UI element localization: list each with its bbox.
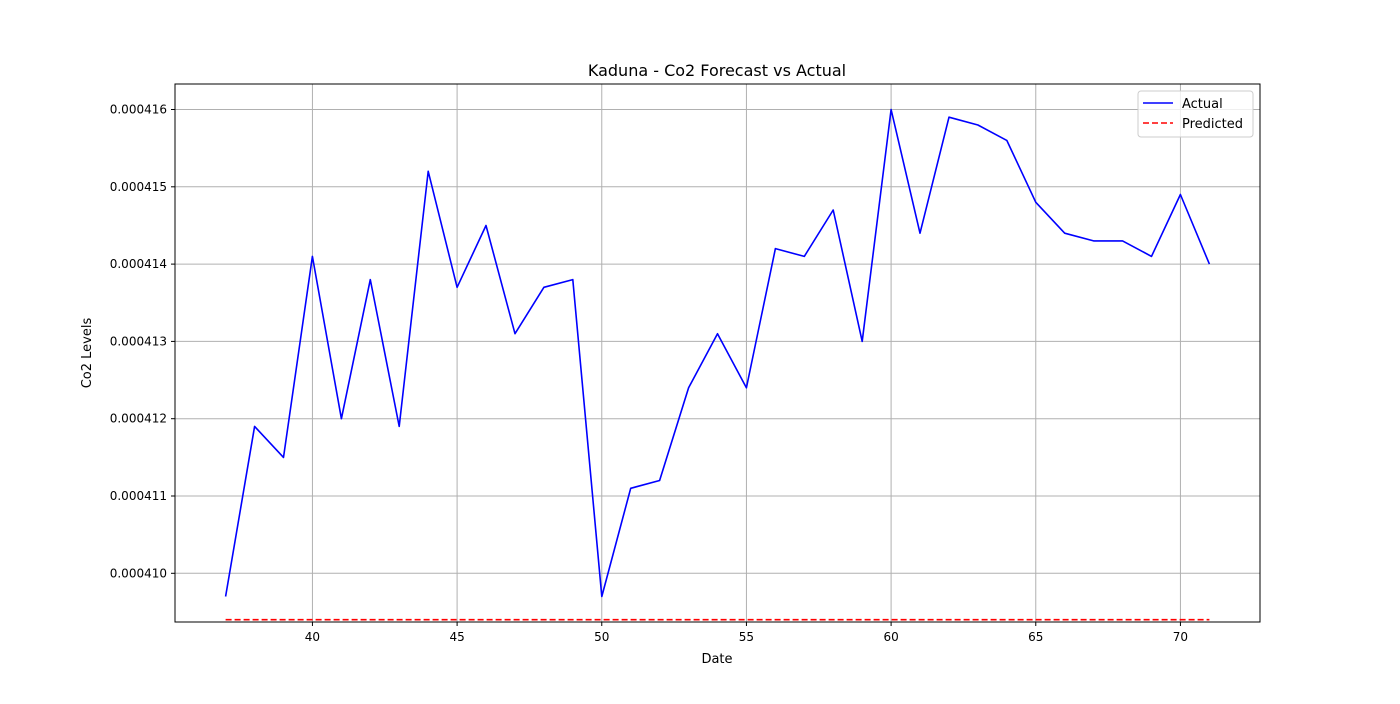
legend: Actual Predicted (1137, 90, 1254, 138)
x-axis: 40 45 50 55 60 65 70 (305, 622, 1188, 644)
y-tick-label: 0.000412 (110, 412, 167, 426)
grid-lines (175, 84, 1260, 622)
x-tick-label: 70 (1173, 630, 1188, 644)
x-tick-label: 55 (739, 630, 754, 644)
y-tick-label: 0.000415 (110, 180, 167, 194)
legend-label-predicted: Predicted (1182, 117, 1243, 132)
plot-frame (174, 83, 1261, 623)
x-tick-label: 50 (594, 630, 609, 644)
x-tick-label: 65 (1028, 630, 1043, 644)
y-axis-label: Co2 Levels (80, 318, 95, 389)
legend-label-actual: Actual (1182, 97, 1223, 112)
x-axis-label: Date (701, 652, 732, 667)
x-tick-label: 45 (449, 630, 464, 644)
y-tick-label: 0.000416 (110, 103, 167, 117)
x-tick-label: 40 (305, 630, 320, 644)
y-axis: 0.000410 0.000411 0.000412 0.000413 0.000414… (110, 103, 175, 580)
series-layer (224, 108, 1211, 621)
series-line-actual (224, 108, 1211, 598)
y-tick-label: 0.000410 (110, 566, 167, 580)
x-tick-label: 60 (883, 630, 898, 644)
y-tick-label: 0.000411 (110, 489, 167, 503)
y-tick-label: 0.000413 (110, 334, 167, 348)
y-tick-label: 0.000414 (110, 257, 167, 271)
chart-title: Kaduna - Co2 Forecast vs Actual (588, 61, 846, 80)
